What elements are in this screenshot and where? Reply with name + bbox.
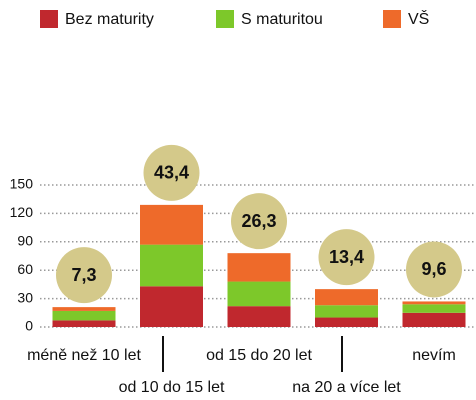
annotation: 9,6: [421, 259, 446, 279]
bar-segment: [52, 310, 116, 321]
legend-label: VŠ: [408, 9, 429, 28]
x-tick-label: nevím: [412, 347, 456, 364]
x-tick-label: od 10 do 15 let: [119, 379, 225, 396]
y-tick-label: 150: [10, 176, 34, 192]
bar-segment: [227, 281, 291, 307]
y-tick-label: 30: [17, 289, 33, 305]
bar-segment: [140, 286, 203, 327]
annotation: 26,3: [241, 211, 276, 231]
annotation-bubble: [143, 144, 200, 201]
bar-segment: [140, 244, 203, 287]
annotation-bubble: [56, 247, 112, 304]
legend-swatch: [383, 10, 401, 28]
annotation-bubble: [318, 229, 375, 286]
x-tick-label: na 20 a více let: [292, 379, 401, 396]
bar-segment: [315, 305, 378, 318]
annotation: 43,4: [154, 163, 189, 183]
annotation-bubble: [406, 241, 462, 298]
y-tick-label: 90: [17, 233, 33, 249]
y-tick-label: 120: [10, 204, 34, 220]
annotation-bubble: [231, 193, 287, 250]
annotation: 13,4: [329, 247, 364, 267]
legend-swatch: [40, 10, 58, 28]
bar-segment: [315, 289, 378, 306]
bar-segment: [227, 306, 291, 327]
bar-segment: [315, 317, 378, 327]
bar-segment: [140, 204, 203, 245]
bar-segment: [52, 320, 116, 327]
legend-label: S maturitou: [241, 11, 323, 28]
annotation: 7,3: [71, 265, 96, 285]
bar-segment: [52, 307, 116, 311]
x-tick-label: méně než 10 let: [27, 347, 141, 364]
bar-segment: [227, 253, 291, 282]
x-tick-label: od 15 do 20 let: [206, 347, 312, 364]
bar-segment: [402, 304, 466, 313]
bar-segment: [402, 301, 466, 305]
legend-label: Bez maturity: [65, 11, 154, 28]
legend-swatch: [216, 10, 234, 28]
y-tick-label: 0: [25, 318, 33, 334]
bar-segment: [402, 312, 466, 327]
y-tick-label: 60: [17, 261, 33, 277]
